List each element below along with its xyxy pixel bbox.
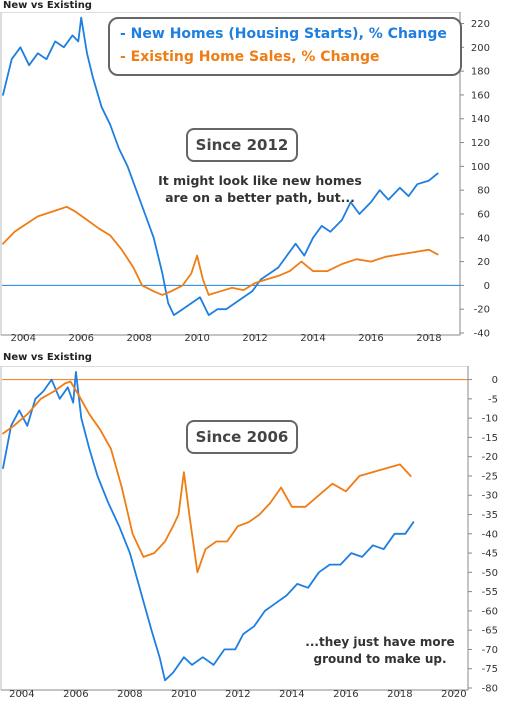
- chart1-y-tick-label: 0: [484, 281, 490, 292]
- chart2-annotation-line1: ...they just have more: [305, 635, 455, 649]
- chart2-y-tick-label: -65: [482, 626, 498, 637]
- chart2-y-tick-label: -35: [482, 510, 498, 521]
- chart2-x-tick-label: 2018: [387, 689, 412, 700]
- chart2-annotation: ...they just have more ground to make up…: [300, 634, 460, 668]
- chart2-y-tick-label: -40: [482, 529, 498, 540]
- chart1-x-tick-label: 2004: [11, 333, 36, 344]
- chart1-y-tick-label: 180: [471, 67, 490, 78]
- chart2-x-tick-label: 2012: [225, 689, 250, 700]
- chart2-y-tick-label: -5: [488, 394, 498, 405]
- chart1-y-tick-label: 80: [477, 186, 490, 197]
- chart2-plot: 0 -5 -10 -15 -20 -25 -30 -35 -40 -45 -50 -55 -60 -65 -…: [0, 366, 498, 700]
- chart2-y-tick-label: -20: [482, 452, 498, 463]
- chart1-y-tick-label: 40: [477, 233, 490, 244]
- chart2-y-tick-label: -50: [482, 568, 498, 579]
- chart1-title: New vs Existing: [3, 0, 92, 11]
- chart1-y-tick-label: 100: [471, 162, 490, 173]
- chart2-x-tick-label: 2010: [171, 689, 196, 700]
- legend-new-homes: - New Homes (Housing Starts), % Change: [120, 26, 447, 42]
- chart1-y-tick-label: -20: [474, 305, 490, 316]
- chart1-y-tick-label: -40: [474, 329, 490, 340]
- chart2-y-tick-label: -25: [482, 471, 498, 482]
- chart2-y-tick-label: -70: [482, 645, 498, 656]
- chart1-y-tick-label: 140: [471, 114, 490, 125]
- chart1-x-tick-label: 2008: [126, 333, 151, 344]
- chart2-y-tick-label: -75: [482, 664, 498, 675]
- chart1-annotation-line1: It might look like new homes: [158, 173, 362, 188]
- legend-existing-sales: - Existing Home Sales, % Change: [120, 49, 380, 65]
- chart1-x-tick-label: 2006: [69, 333, 94, 344]
- chart2-x-tick-label: 2014: [279, 689, 304, 700]
- chart1-series-new-homes: [2, 16, 439, 316]
- chart2-x-tick-label: 2004: [9, 689, 34, 700]
- chart1-y-tick-label: 160: [471, 90, 490, 101]
- chart2-y-tick-label: -80: [482, 684, 498, 695]
- chart2-y-tick-label: 0: [492, 375, 498, 386]
- chart1-y-tick-label: 200: [471, 43, 490, 54]
- chart2-y-tick-label: -45: [482, 549, 498, 560]
- chart1-annotation: It might look like new homes are on a be…: [150, 172, 370, 206]
- chart1-annotation-line2: are on a better path, but...: [165, 190, 355, 205]
- chart1-x-tick-label: 2010: [184, 333, 209, 344]
- chart1-y-tick-label: 20: [477, 257, 490, 268]
- chart1-series-existing-sales: [2, 205, 439, 296]
- chart1-badge: Since 2012: [186, 128, 298, 162]
- chart2-annotation-line2: ground to make up.: [313, 652, 447, 666]
- chart1-x-tick-label: 2014: [300, 333, 325, 344]
- chart1-legend: - New Homes (Housing Starts), % Change -…: [108, 17, 462, 76]
- chart1-x-tick-label: 2016: [358, 333, 383, 344]
- chart2-x-tick-label: 2008: [117, 689, 142, 700]
- chart2-y-tick-label: -10: [482, 414, 498, 425]
- chart1-y-tick-label: 60: [477, 209, 490, 220]
- chart2-series-existing-sales: [2, 380, 412, 574]
- chart2-title: New vs Existing: [3, 352, 92, 363]
- chart2-y-tick-label: -55: [482, 587, 498, 598]
- chart2-series-new-homes: [2, 371, 415, 682]
- chart1-y-tick-label: 220: [471, 19, 490, 30]
- chart2-x-tick-label: 2006: [63, 689, 88, 700]
- chart1-plot: 220200180160140120100806040200-20-402004…: [0, 12, 490, 344]
- chart1-x-tick-label: 2012: [242, 333, 267, 344]
- chart2-x-tick-label: 2016: [333, 689, 358, 700]
- chart2-badge: Since 2006: [186, 420, 298, 454]
- chart2-x-tick-label: 2020: [441, 689, 466, 700]
- chart1-x-tick-label: 2018: [416, 333, 441, 344]
- chart1-y-tick-label: 120: [471, 138, 490, 149]
- chart2-y-tick-label: -15: [482, 433, 498, 444]
- chart2-y-tick-label: -30: [482, 491, 498, 502]
- chart2-y-tick-label: -60: [482, 606, 498, 617]
